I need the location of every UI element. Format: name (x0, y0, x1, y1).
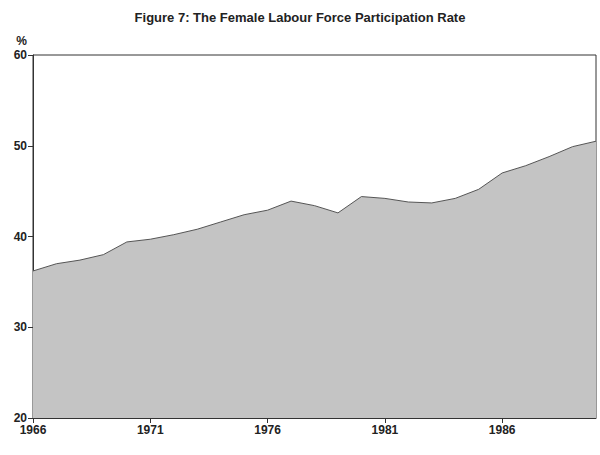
svg-text:40: 40 (14, 230, 28, 244)
svg-text:Figure 7: The Female Labour Fo: Figure 7: The Female Labour Force Partic… (135, 10, 466, 25)
svg-text:60: 60 (14, 48, 28, 62)
svg-text:1981: 1981 (372, 423, 399, 437)
svg-text:20: 20 (13, 411, 27, 425)
svg-text:1986: 1986 (489, 423, 516, 437)
svg-text:1966: 1966 (20, 423, 47, 437)
svg-text:30: 30 (14, 320, 28, 334)
svg-text:1971: 1971 (137, 423, 164, 437)
svg-text:1976: 1976 (254, 423, 281, 437)
svg-text:%: % (16, 34, 27, 48)
svg-text:50: 50 (14, 139, 28, 153)
